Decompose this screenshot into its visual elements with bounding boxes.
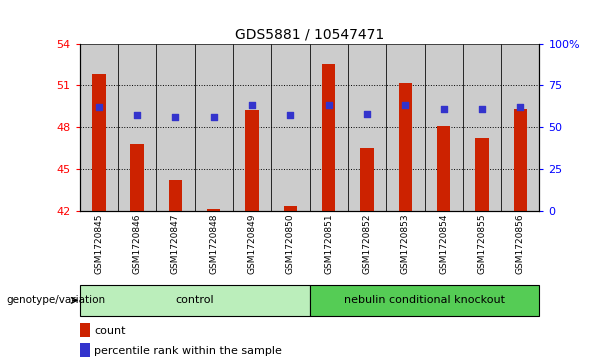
Point (286, 113, 295, 118)
Text: count: count (94, 326, 126, 336)
Bar (386, 44, 424, 211)
Bar (195, 44, 233, 211)
Bar (169, 180, 182, 211)
Point (94, 104, 104, 110)
Bar (80, 323, 90, 338)
Bar (80, 44, 118, 211)
Bar (424, 44, 463, 211)
Bar (156, 44, 195, 211)
Bar (514, 109, 527, 211)
Bar (360, 148, 374, 211)
Point (324, 102, 333, 108)
Point (400, 102, 410, 108)
Title: GDS5881 / 10547471: GDS5881 / 10547471 (235, 27, 384, 41)
Bar (80, 343, 90, 357)
FancyBboxPatch shape (310, 285, 539, 316)
Bar (92, 74, 105, 211)
Text: nebulin conditional knockout: nebulin conditional knockout (344, 295, 505, 305)
Bar (348, 44, 386, 211)
Bar (284, 206, 297, 211)
Bar (310, 44, 348, 211)
Point (477, 106, 487, 111)
Text: control: control (175, 295, 214, 305)
Point (132, 113, 142, 118)
Bar (501, 44, 539, 211)
Point (247, 102, 257, 108)
Bar (322, 65, 335, 211)
Bar (463, 44, 501, 211)
Bar (207, 209, 221, 211)
Bar (245, 110, 259, 211)
Point (170, 114, 180, 120)
Bar (398, 82, 412, 211)
Bar (475, 138, 489, 211)
Bar (131, 144, 144, 211)
Text: percentile rank within the sample: percentile rank within the sample (94, 346, 282, 356)
Text: genotype/variation: genotype/variation (6, 295, 105, 305)
Bar (233, 44, 271, 211)
Bar (271, 44, 310, 211)
Point (362, 111, 372, 117)
FancyBboxPatch shape (80, 285, 310, 316)
Point (209, 114, 219, 120)
Point (516, 104, 525, 110)
Bar (118, 44, 156, 211)
Bar (437, 126, 451, 211)
Point (439, 106, 449, 111)
